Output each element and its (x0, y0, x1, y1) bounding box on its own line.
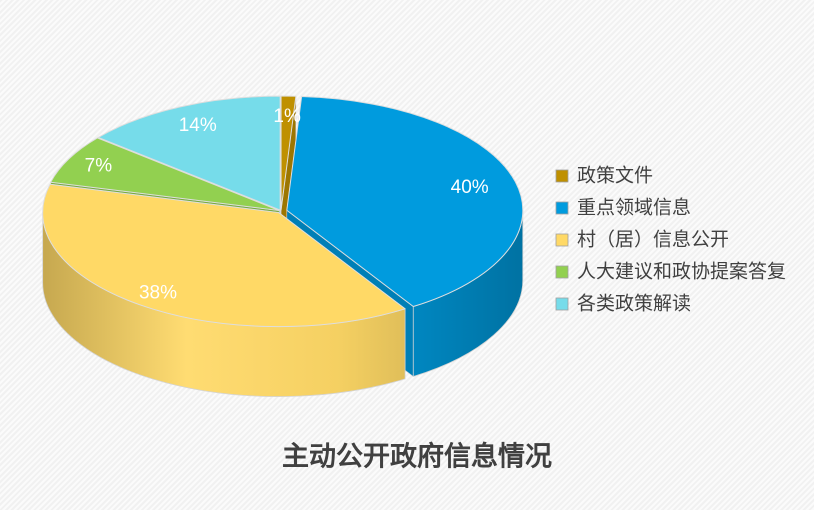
pie-slice-2-top (42, 183, 406, 328)
data-label: 1% (273, 106, 301, 127)
legend-label: 政策文件 (577, 165, 653, 187)
data-label: 38% (139, 282, 177, 303)
legend-item: 政策文件 (555, 165, 653, 187)
legend-swatch (555, 265, 569, 279)
pie-slice-tops (42, 95, 524, 328)
pie-slice-4-top (97, 95, 281, 211)
legend-label: 各类政策解读 (577, 293, 691, 315)
data-label: 40% (451, 177, 489, 198)
data-label: 14% (179, 115, 217, 136)
data-label: 7% (85, 156, 113, 177)
pie-slice-1-top (286, 96, 524, 308)
legend-item: 村（居）信息公开 (555, 229, 729, 251)
legend-label: 村（居）信息公开 (577, 229, 729, 251)
legend-swatch (555, 233, 569, 247)
data-labels: 1% 40% 38% 7% 14% (85, 106, 489, 303)
legend-label: 人大建议和政协提案答复 (577, 261, 786, 283)
legend-item: 各类政策解读 (555, 293, 691, 315)
chart-title: 主动公开政府信息情况 (282, 441, 552, 473)
legend-label: 重点领域信息 (577, 197, 691, 219)
legend-swatch (555, 201, 569, 215)
legend-swatch (555, 297, 569, 311)
legend-item: 人大建议和政协提案答复 (555, 261, 786, 283)
legend-swatch (555, 169, 569, 183)
legend-item: 重点领域信息 (555, 197, 691, 219)
pie-slice-0-top (280, 95, 297, 211)
pie-slice-3-top (50, 137, 280, 212)
